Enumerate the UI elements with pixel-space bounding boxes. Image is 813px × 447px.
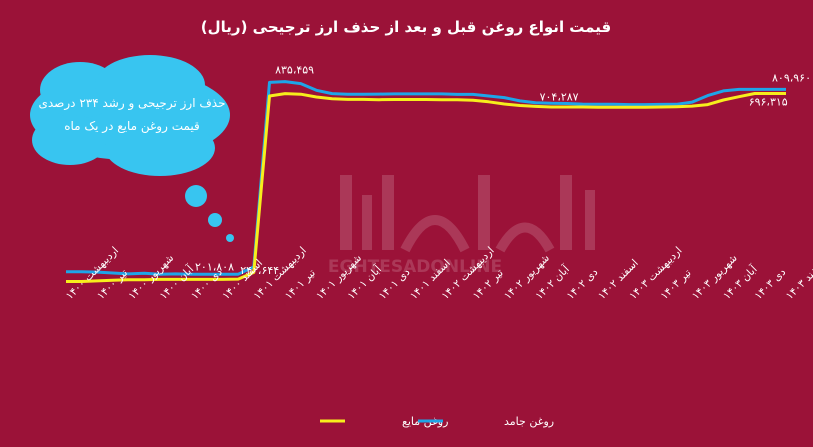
data-label: ۲۴۰،۶۴۴: [240, 264, 279, 277]
annotation-line1: حذف ارز ترجیحی و رشد ۲۳۴ درصدی: [38, 96, 225, 111]
x-tick-label: اردیبهشت ۱۴۰۳: [627, 245, 684, 302]
data-label: ۸۰۹،۹۶۰: [772, 71, 811, 84]
annotation-cloud: [30, 55, 234, 242]
chart-title: قیمت انواع روغن قبل و بعد از حذف ارز ترج…: [201, 18, 611, 36]
series-lines: [66, 80, 786, 283]
watermark-logo: EGHTESADONLINE: [328, 175, 595, 277]
data-label: ۶۹۶،۳۱۵: [749, 96, 788, 109]
data-label: ۲۰۱،۸۰۸: [195, 260, 234, 273]
data-label: ۷۰۴،۲۸۷: [540, 91, 579, 104]
legend-label-solid-oil: روغن جامد: [504, 415, 554, 428]
x-tick-label: اسفند ۱۴۰۳: [784, 257, 813, 302]
svg-text:EGHTESADONLINE: EGHTESADONLINE: [328, 257, 502, 277]
series-line-solid-oil: [66, 80, 786, 276]
legend: روغن مایع روغن جامد: [320, 415, 554, 428]
annotation-line2: قیمت روغن مایع در یک ماه: [64, 119, 200, 134]
series-line-liquid-oil: [66, 92, 786, 283]
data-labels: ۲۰۱،۸۰۸ ۲۴۰،۶۴۴ ۸۳۵،۴۵۹ ۷۰۴،۲۸۷ ۸۰۹،۹۶۰ ۶۹۶،۳…: [195, 64, 811, 278]
data-label: ۸۳۵،۴۵۹: [275, 64, 314, 77]
